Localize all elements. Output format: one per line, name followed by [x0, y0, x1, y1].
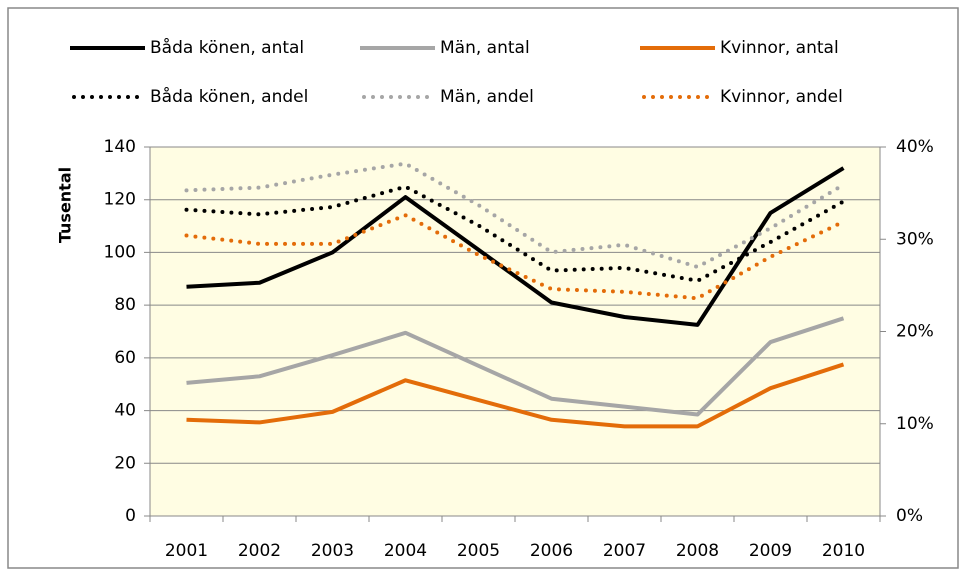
y2-tick-label: 20% — [896, 322, 934, 342]
x-tick-label: 2007 — [603, 541, 646, 561]
y2-tick-label: 30% — [896, 229, 934, 249]
y-tick-label: 140 — [104, 137, 136, 157]
y-tick-label: 120 — [104, 190, 136, 210]
y2-tick-label: 0% — [896, 506, 923, 526]
y-tick-label: 60 — [114, 348, 136, 368]
y-axis-label: Tusental — [56, 167, 75, 243]
legend-label: Båda könen, andel — [150, 86, 308, 107]
x-tick-label: 2010 — [822, 541, 865, 561]
y2-tick-label: 10% — [896, 414, 934, 434]
y2-tick-label: 40% — [896, 137, 934, 157]
legend-label: Kvinnor, andel — [720, 87, 843, 107]
x-tick-label: 2009 — [749, 541, 792, 561]
x-tick-label: 2008 — [676, 541, 719, 561]
series-line — [186, 362, 845, 429]
series-line — [186, 166, 845, 327]
y-tick-label: 100 — [104, 242, 136, 262]
x-tick-label: 2006 — [530, 541, 573, 561]
y-tick-label: 0 — [125, 506, 136, 526]
plot-area — [150, 147, 880, 516]
y-tick-label: 40 — [114, 401, 136, 421]
legend-label: Män, antal — [440, 38, 530, 58]
legend-label: Kvinnor, antal — [720, 38, 839, 58]
series-line — [186, 316, 845, 417]
y-tick-label: 80 — [114, 295, 136, 315]
legend-label: Män, andel — [440, 87, 534, 107]
series-line — [184, 213, 846, 301]
x-tick-label: 2003 — [311, 541, 354, 561]
y-tick-label: 20 — [114, 453, 136, 473]
series-line — [184, 184, 846, 283]
x-tick-label: 2002 — [238, 541, 281, 561]
x-tick-label: 2001 — [165, 541, 208, 561]
x-tick-label: 2004 — [384, 541, 427, 561]
x-tick-label: 2005 — [457, 541, 500, 561]
legend-label: Båda könen, antal — [150, 37, 304, 58]
